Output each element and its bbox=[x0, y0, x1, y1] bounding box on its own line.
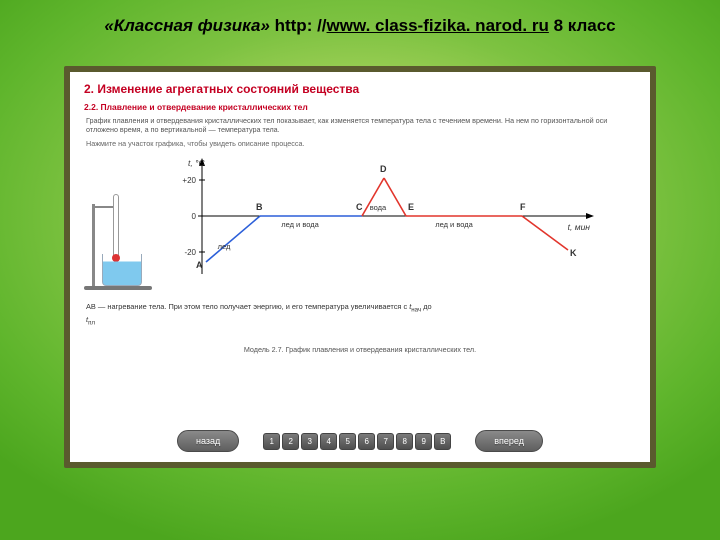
svg-text:0: 0 bbox=[192, 212, 197, 221]
note-text: AB — нагревание тела. При этом тело полу… bbox=[86, 302, 409, 311]
page-button-6[interactable]: 6 bbox=[358, 433, 375, 450]
segment-note: AB — нагревание тела. При этом тело полу… bbox=[70, 300, 650, 329]
svg-text:E: E bbox=[408, 202, 414, 212]
content-panel: 2. Изменение агрегатных состояний вещест… bbox=[70, 72, 650, 462]
page-button-8[interactable]: 8 bbox=[396, 433, 413, 450]
nav-row: назад 123456789В вперед bbox=[70, 426, 650, 456]
svg-text:A: A bbox=[196, 260, 203, 270]
svg-text:вода: вода bbox=[370, 203, 387, 212]
page-button-4[interactable]: 4 bbox=[320, 433, 337, 450]
content-frame: 2. Изменение агрегатных состояний вещест… bbox=[64, 66, 656, 468]
page-buttons: 123456789В bbox=[263, 433, 451, 450]
svg-text:лед и вода: лед и вода bbox=[435, 220, 473, 229]
svg-text:лед и вода: лед и вода bbox=[281, 220, 319, 229]
phase-chart[interactable]: +20 0 -20 t, °C t, мин A B C D E F Kлед лед и вода во… bbox=[172, 154, 602, 290]
beaker-illustration bbox=[84, 194, 154, 290]
back-button[interactable]: назад bbox=[177, 430, 239, 452]
beaker-icon bbox=[102, 254, 142, 286]
page-button-7[interactable]: 7 bbox=[377, 433, 394, 450]
svg-text:K: K bbox=[570, 248, 577, 258]
svg-text:t, °C: t, °C bbox=[188, 158, 205, 168]
svg-text:лед: лед bbox=[218, 242, 231, 251]
site-name: «Классная физика» bbox=[104, 16, 270, 35]
page-button-5[interactable]: 5 bbox=[339, 433, 356, 450]
section-description: График плавления и отвердевания кристалл… bbox=[70, 114, 650, 137]
page-button-9[interactable]: 9 bbox=[415, 433, 432, 450]
note-t1-sub: нач bbox=[411, 307, 421, 314]
svg-text:C: C bbox=[356, 202, 363, 212]
svg-text:D: D bbox=[380, 164, 387, 174]
subsection-title: 2.2. Плавление и отвердевание кристаллич… bbox=[70, 98, 650, 114]
page-button-В[interactable]: В bbox=[434, 433, 451, 450]
section-title: 2. Изменение агрегатных состояний вещест… bbox=[70, 72, 650, 98]
grade-suffix: 8 класс bbox=[549, 16, 616, 35]
diagram-area: +20 0 -20 t, °C t, мин A B C D E F Kлед лед и вода во… bbox=[82, 154, 638, 294]
note-t2-sub: пл bbox=[88, 319, 95, 326]
support-arm bbox=[95, 206, 113, 208]
page-button-1[interactable]: 1 bbox=[263, 433, 280, 450]
support-column bbox=[92, 204, 95, 286]
svg-text:F: F bbox=[520, 202, 526, 212]
page-button-2[interactable]: 2 bbox=[282, 433, 299, 450]
page-button-3[interactable]: 3 bbox=[301, 433, 318, 450]
svg-text:-20: -20 bbox=[184, 248, 196, 257]
svg-text:B: B bbox=[256, 202, 263, 212]
support-base bbox=[84, 286, 152, 290]
svg-text:t, мин: t, мин bbox=[568, 222, 591, 232]
site-url[interactable]: www. class-fizika. narod. ru bbox=[327, 16, 549, 35]
section-hint: Нажмите на участок графика, чтобы увидет… bbox=[70, 137, 650, 150]
svg-text:+20: +20 bbox=[182, 176, 196, 185]
thermometer-icon bbox=[113, 194, 119, 258]
page-header: «Классная физика» http: //www. class-fiz… bbox=[0, 0, 720, 48]
note-mid: до bbox=[421, 302, 431, 311]
model-caption: Модель 2.7. График плавления и отвердева… bbox=[70, 343, 650, 356]
forward-button[interactable]: вперед bbox=[475, 430, 543, 452]
url-prefix: http: // bbox=[270, 16, 327, 35]
